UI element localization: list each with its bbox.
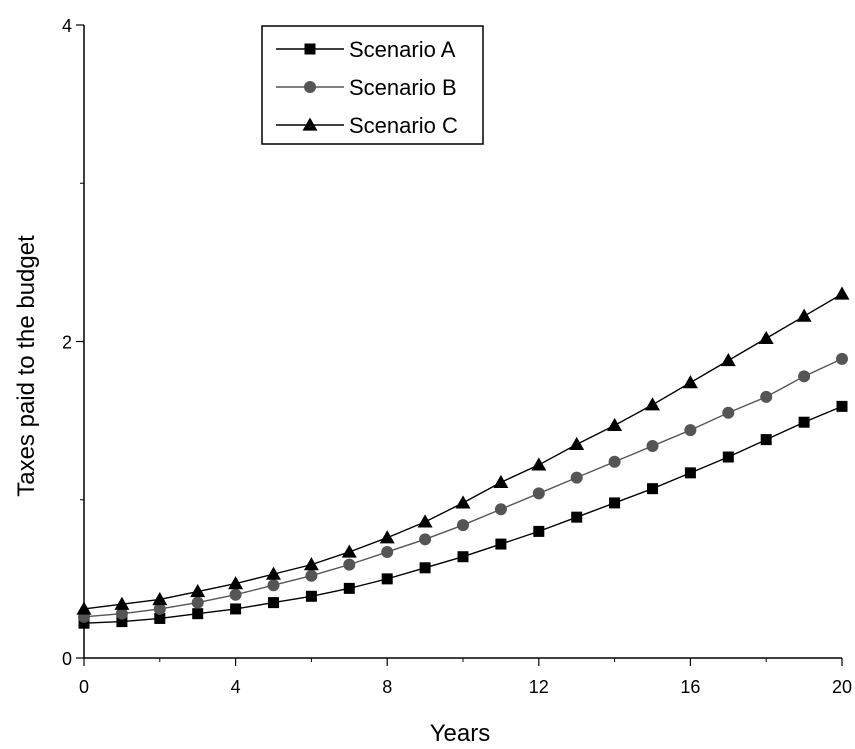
legend-item: Scenario C: [276, 113, 458, 138]
data-point: [796, 308, 812, 322]
data-point: [798, 370, 811, 383]
series-scenario-b: [78, 352, 848, 623]
legend-marker: [302, 117, 318, 131]
data-point: [722, 451, 734, 463]
data-point: [190, 584, 206, 598]
data-point: [154, 612, 166, 624]
data-point: [457, 519, 469, 532]
data-point: [758, 330, 774, 344]
data-point: [114, 596, 130, 610]
data-point: [230, 603, 242, 615]
legend-item: Scenario A: [276, 37, 456, 62]
data-point: [115, 607, 128, 620]
x-tick-label: 12: [529, 677, 549, 697]
x-axis-label: Years: [430, 720, 491, 747]
data-point: [570, 471, 583, 484]
data-point: [494, 503, 507, 516]
x-tick-label: 16: [680, 677, 700, 697]
data-point: [722, 406, 735, 419]
data-point: [531, 457, 547, 471]
data-point: [532, 487, 545, 500]
data-point: [379, 530, 395, 544]
data-point: [684, 467, 696, 479]
legend-label: Scenario B: [349, 75, 457, 100]
legend: Scenario A Scenario B Scenario C: [261, 25, 484, 145]
data-point: [609, 497, 621, 509]
data-point: [834, 286, 850, 300]
data-point: [191, 596, 204, 609]
data-point: [684, 424, 697, 437]
data-point: [192, 608, 204, 620]
data-point: [569, 436, 585, 450]
data-point: [760, 390, 773, 403]
series-scenario-c: [76, 286, 850, 615]
data-point: [343, 582, 355, 594]
data-point: [836, 400, 848, 412]
data-point: [533, 525, 545, 537]
series-line: [83, 358, 843, 618]
data-point: [267, 579, 280, 592]
x-tick-label: 20: [832, 677, 852, 697]
data-point: [495, 538, 507, 550]
data-point: [455, 495, 471, 509]
data-point: [381, 573, 393, 585]
axes: 0 4 8 12 16 20 0 2 4: [62, 16, 852, 697]
data-point: [720, 352, 736, 367]
data-point: [78, 617, 90, 629]
data-point: [608, 455, 621, 468]
data-point: [305, 569, 318, 582]
y-tick-label: 4: [62, 16, 72, 36]
data-point: [493, 474, 509, 488]
series-layer: [76, 286, 850, 629]
legend-label: Scenario C: [349, 113, 458, 138]
legend-item: Scenario B: [276, 75, 457, 100]
data-point: [116, 616, 128, 628]
data-point: [152, 591, 168, 606]
data-point: [607, 417, 623, 431]
x-tick-label: 0: [79, 677, 89, 697]
data-point: [268, 597, 279, 609]
data-point: [798, 416, 810, 428]
data-point: [229, 588, 242, 601]
data-point: [153, 602, 166, 615]
data-point: [571, 511, 583, 523]
legend-marker: [304, 43, 316, 55]
legend-label: Scenario A: [349, 37, 456, 62]
data-point: [305, 590, 317, 602]
data-point: [646, 439, 659, 452]
series-scenario-a: [78, 400, 848, 629]
x-tick-label: 4: [231, 677, 241, 697]
data-point: [760, 434, 772, 446]
legend-marker: [304, 81, 316, 93]
y-tick-label: 0: [62, 649, 72, 669]
data-point: [343, 558, 356, 571]
data-point: [303, 557, 319, 571]
data-point: [836, 352, 848, 365]
data-point: [228, 576, 244, 590]
data-point: [266, 566, 281, 580]
data-point: [419, 562, 431, 574]
data-point: [647, 483, 658, 495]
data-point: [419, 533, 432, 546]
data-point: [457, 551, 469, 563]
x-tick-label: 8: [382, 677, 392, 697]
y-axis-label: Taxes paid to the budget: [13, 235, 40, 497]
data-point: [417, 514, 433, 528]
data-point: [341, 544, 357, 558]
data-point: [645, 397, 660, 411]
data-point: [682, 375, 698, 389]
y-tick-label: 2: [62, 333, 72, 353]
data-point: [381, 545, 394, 558]
data-point: [76, 601, 92, 615]
